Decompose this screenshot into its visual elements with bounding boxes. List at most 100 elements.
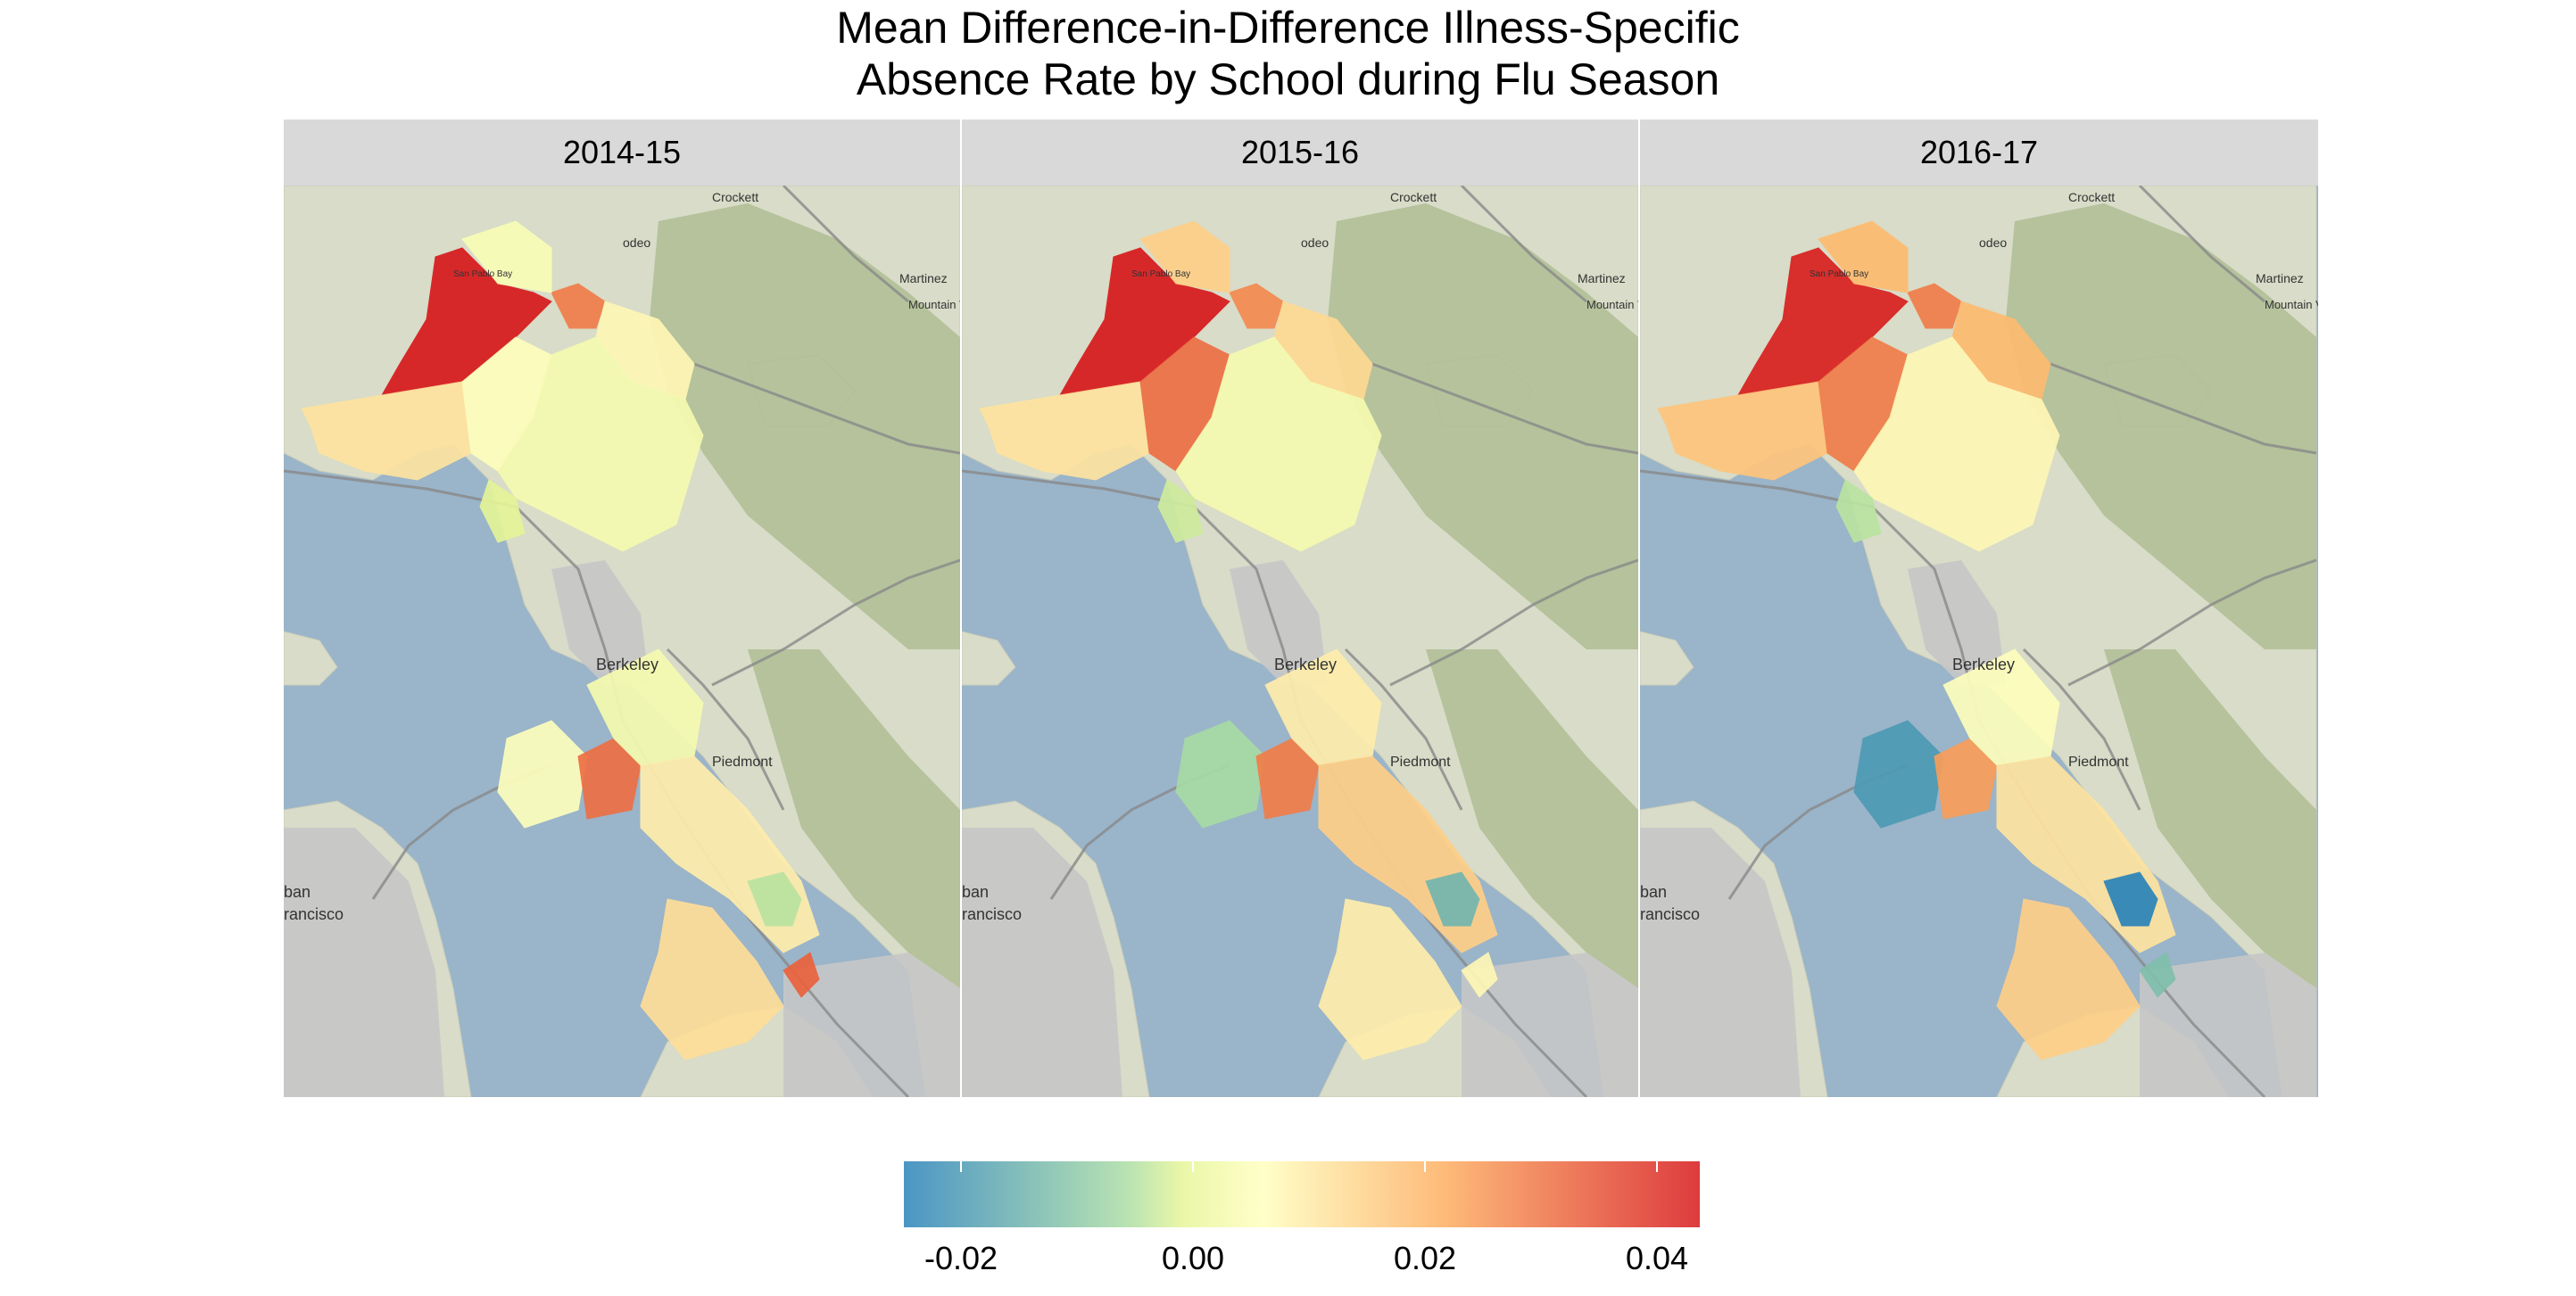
school-region-richmond-east (1853, 336, 2060, 552)
school-region-north-hercules (551, 283, 606, 329)
road-line (2138, 186, 2265, 303)
terrain-shading (2006, 203, 2316, 649)
terrain-shading (650, 203, 960, 649)
road-line (2067, 558, 2317, 687)
map-label-crockett: Crockett (1390, 190, 1437, 204)
school-region-alameda (1996, 898, 2141, 1061)
map-label-piedmont: Piedmont (712, 755, 773, 770)
map-label-sf1: ban (962, 883, 989, 901)
map-panel-2014-15: San Pablo Bay odeo Crockett Martinez Mountai… (284, 186, 960, 1097)
map-panel-2015-16: San Pablo Bay odeo Crockett Martinez Mountai… (962, 186, 1638, 1097)
school-region-north-central (1818, 220, 1909, 293)
school-region-san-leandro-hot (783, 952, 820, 998)
terrain-shading (2104, 649, 2316, 988)
legend-tick-mark (960, 1161, 962, 1172)
school-region-el-cerrito (479, 479, 526, 543)
map-svg: San Pablo Bay odeo Crockett Martinez Mountai… (962, 186, 1638, 1097)
road-line (284, 469, 910, 1097)
road-line (1460, 186, 1587, 303)
school-region-richmond-east (1175, 336, 1382, 552)
road-line (711, 558, 960, 687)
legend-tick-label: 0.02 (1393, 1240, 1457, 1276)
road-line (782, 186, 909, 303)
facet-strip-2016-17: 2016-17 (1640, 120, 2318, 186)
school-region-oakland-west (1175, 720, 1266, 829)
school-region-alameda (640, 898, 784, 1061)
school-region-richmond-east (497, 336, 704, 552)
school-region-el-cerrito (1835, 479, 1882, 543)
terrain-shading (1328, 203, 1638, 649)
road-line (2022, 648, 2141, 811)
school-region-north-central (461, 220, 552, 293)
map-svg: San Pablo Bay odeo Crockett Martinez Mountai… (1640, 186, 2318, 1097)
road-line (1344, 648, 1463, 811)
map-label-crockett: Crockett (2068, 190, 2115, 204)
map-label-sf2: rancisco (284, 905, 344, 923)
road-line (2050, 362, 2317, 455)
facet-strip-2015-16: 2015-16 (962, 120, 1638, 186)
legend-tick-label: 0.00 (1161, 1240, 1225, 1276)
land-area (1640, 631, 1694, 686)
urban-area (1462, 953, 1638, 1097)
map-label-berkeley: Berkeley (1952, 656, 2015, 673)
school-region-el-cerrito (1157, 479, 1204, 543)
urban-area (962, 828, 1122, 1097)
urban-area (551, 560, 650, 685)
urban-area (1908, 560, 2006, 685)
map-label-crockett: Crockett (712, 190, 758, 204)
color-legend-bar (904, 1161, 1700, 1227)
plot-title-line-1: Mean Difference-in-Difference Illness-Sp… (836, 3, 1740, 53)
map-label-piedmont: Piedmont (2068, 755, 2129, 770)
map-label-bay: San Pablo Bay (453, 269, 512, 279)
school-region-oakland-south-green (747, 871, 802, 927)
map-label-sf1: ban (1640, 883, 1667, 901)
map-panel-2016-17: San Pablo Bay odeo Crockett Martinez Mountai… (1640, 186, 2318, 1097)
terrain-shading (1426, 649, 1638, 988)
legend-tick-mark (1656, 1161, 1658, 1172)
urban-area (783, 953, 960, 1097)
road-line (693, 362, 960, 455)
school-region-oakland-west (497, 720, 588, 829)
land-area (962, 631, 1016, 686)
urban-area (1640, 828, 1801, 1097)
legend-tick-label: 0.04 (1625, 1240, 1689, 1276)
road-line (666, 648, 785, 811)
urban-area (1230, 560, 1328, 685)
map-label-rodeo: odeo (623, 235, 650, 250)
legend-tick-mark (1424, 1161, 1426, 1172)
school-region-north-hercules (1229, 283, 1284, 329)
road-line (962, 469, 1588, 1097)
plot-title-line-2: Absence Rate by School during Flu Season (856, 54, 1720, 104)
school-region-richmond-west (1657, 381, 1828, 481)
map-label-berkeley: Berkeley (1274, 656, 1337, 673)
map-label-mountain-view: Mountain View (2265, 298, 2318, 311)
school-region-north-central (1139, 220, 1230, 293)
road-line (1371, 362, 1638, 455)
urban-area (2140, 953, 2316, 1097)
map-label-bay: San Pablo Bay (1131, 269, 1190, 279)
map-label-rodeo: odeo (1301, 235, 1329, 250)
land-area (284, 631, 338, 686)
school-region-oakland-west (1853, 720, 1944, 829)
map-label-berkeley: Berkeley (596, 656, 658, 673)
school-region-san-leandro-hot (1461, 952, 1498, 998)
school-region-richmond-west (979, 381, 1150, 481)
map-label-martinez: Martinez (1578, 271, 1626, 285)
map-label-martinez: Martinez (899, 271, 948, 285)
terrain-shading (748, 649, 960, 988)
map-label-mountain-view: Mountain View (1586, 298, 1638, 311)
map-svg: San Pablo Bay odeo Crockett Martinez Mountai… (284, 186, 960, 1097)
map-label-martinez: Martinez (2256, 271, 2304, 285)
school-region-oakland-central-hot (1934, 738, 1998, 820)
map-label-sf1: ban (284, 883, 311, 901)
road-line (1389, 558, 1638, 687)
map-label-bay: San Pablo Bay (1810, 269, 1868, 279)
map-label-mountain-view: Mountain View (908, 298, 960, 311)
facet-strip-2014-15: 2014-15 (284, 120, 960, 186)
school-region-san-leandro-hot (2139, 952, 2176, 998)
map-label-rodeo: odeo (1979, 235, 2007, 250)
road-line (1640, 469, 2266, 1097)
school-region-oakland-central-hot (577, 738, 642, 820)
school-region-oakland-south-green (2103, 871, 2158, 927)
map-label-sf2: rancisco (1640, 905, 1700, 923)
